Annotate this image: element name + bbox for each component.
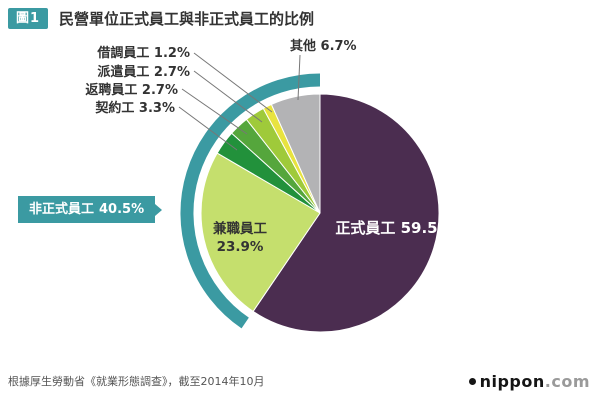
pie-slice-1 [200,152,321,313]
callout-label-5: 借調員工 1.2% [96,45,190,61]
callout-label-3: 返聘員工 2.7% [85,82,178,98]
figure-badge: 圖1 [8,8,49,29]
callout-label-2: 契約工 3.3% [94,100,175,116]
callout-label-4: 派遣員工 2.7% [97,64,190,80]
nonregular-group-ring [180,73,321,329]
leader-line-3 [181,88,248,135]
group-label-value: 40.5% [99,202,145,217]
chart-header: 圖1 民營單位正式員工與非正式員工的比例 [8,8,314,29]
regular-slice-label: 正式員工 59.5% [335,219,452,237]
logo-tld: .com [544,372,590,391]
source-note: 根據厚生勞動省《就業形態調查》，截至2014年10月 [8,375,265,388]
nonregular-label-box: 非正式員工 40.5% [18,196,163,223]
leader-line-4 [193,70,263,123]
callout-label-6: 其他 6.7% [290,38,357,54]
page-title: 民營單位正式員工與非正式員工的比例 [59,10,315,28]
parttime-slice-label: 兼職員工 [213,220,267,237]
leader-line-5 [193,52,273,113]
parttime-slice-value: 23.9% [217,239,264,255]
logo-name: nippon [479,372,545,391]
nonregular-label-text: 非正式員工 [29,202,95,217]
logo-dot-icon [468,378,476,385]
pie-slice-0 [252,93,440,333]
leader-line-6 [297,54,301,101]
leader-line-2 [178,106,238,151]
nippon-logo: nippon .com [468,372,590,391]
pie-slice-6 [270,93,321,214]
pointer-arrow-icon [155,203,163,216]
